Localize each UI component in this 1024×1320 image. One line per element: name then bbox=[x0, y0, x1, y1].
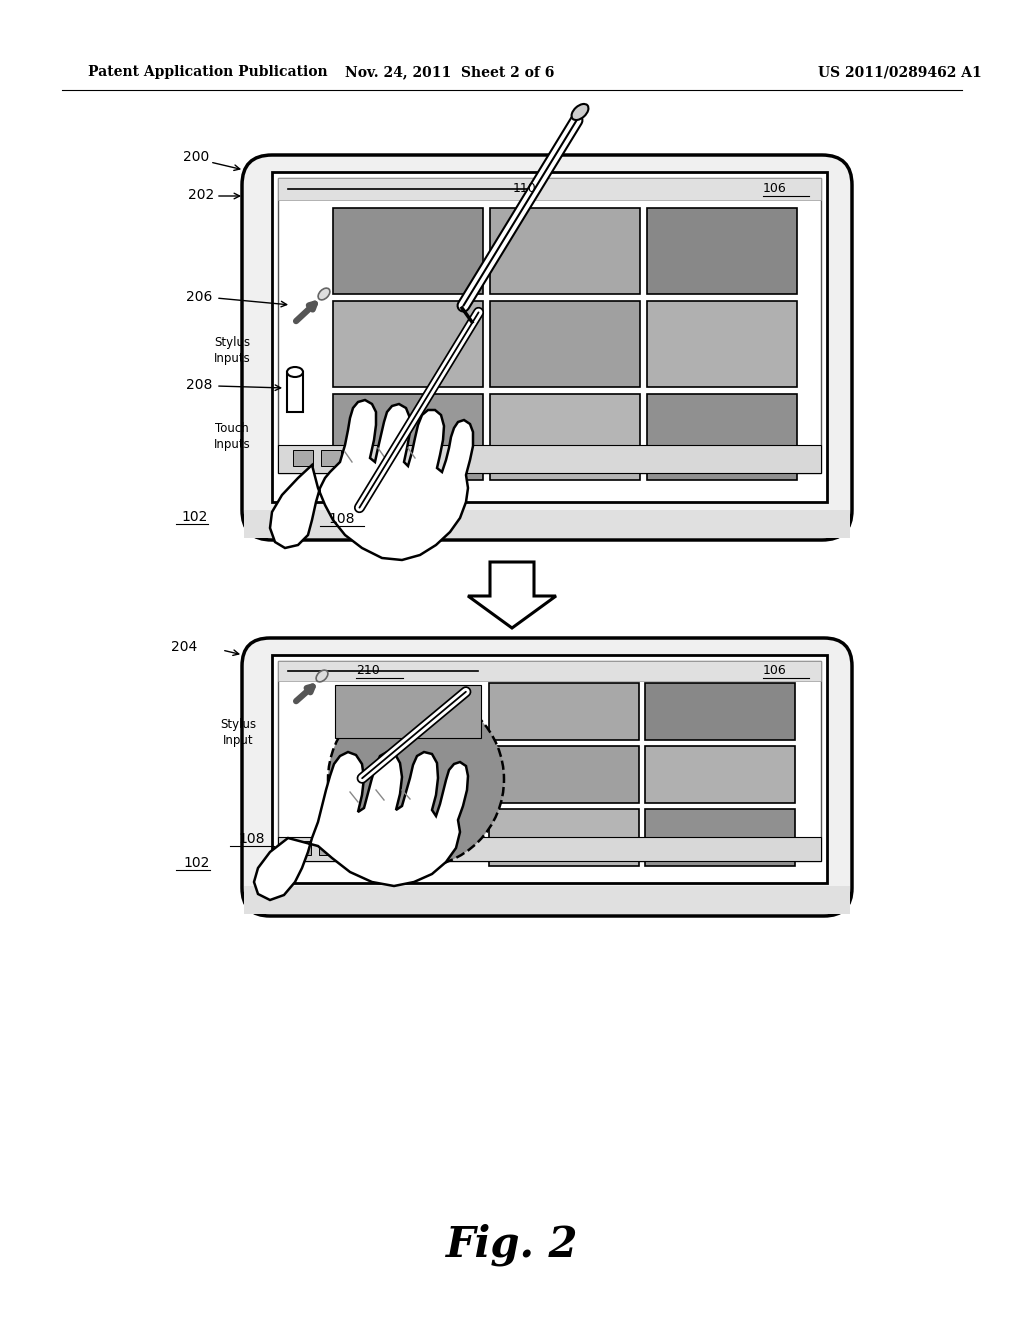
Bar bbox=[647, 393, 797, 480]
FancyBboxPatch shape bbox=[242, 638, 852, 916]
Text: Patent Application Publication: Patent Application Publication bbox=[88, 65, 328, 79]
Text: US 2011/0289462 A1: US 2011/0289462 A1 bbox=[818, 65, 982, 79]
Bar bbox=[645, 746, 795, 803]
Bar bbox=[490, 393, 640, 480]
Text: 102: 102 bbox=[181, 510, 208, 524]
Bar bbox=[490, 209, 640, 294]
Text: Nov. 24, 2011  Sheet 2 of 6: Nov. 24, 2011 Sheet 2 of 6 bbox=[345, 65, 555, 79]
Polygon shape bbox=[270, 400, 473, 560]
Bar bbox=[278, 837, 821, 861]
Bar bbox=[333, 209, 483, 294]
Text: Inputs: Inputs bbox=[214, 438, 251, 451]
Bar bbox=[489, 809, 639, 866]
Bar bbox=[490, 301, 640, 387]
Bar bbox=[333, 393, 483, 480]
Text: 102: 102 bbox=[183, 855, 210, 870]
Bar bbox=[272, 172, 827, 502]
Bar bbox=[645, 809, 795, 866]
Bar bbox=[345, 841, 362, 855]
Ellipse shape bbox=[316, 671, 328, 682]
Text: 208: 208 bbox=[185, 378, 212, 392]
Bar bbox=[272, 655, 827, 883]
Bar bbox=[321, 450, 341, 466]
Polygon shape bbox=[254, 752, 468, 900]
Bar bbox=[293, 841, 311, 855]
Text: Fig. 2: Fig. 2 bbox=[445, 1224, 579, 1266]
Bar bbox=[647, 301, 797, 387]
Text: 106: 106 bbox=[763, 182, 786, 195]
Bar bbox=[645, 682, 795, 741]
Bar bbox=[278, 661, 821, 681]
Bar bbox=[335, 685, 481, 738]
Bar bbox=[349, 450, 369, 466]
Bar bbox=[244, 886, 850, 913]
Bar bbox=[278, 178, 821, 201]
Ellipse shape bbox=[287, 367, 303, 378]
Text: 204: 204 bbox=[171, 640, 197, 653]
Text: 108: 108 bbox=[239, 832, 265, 846]
Bar bbox=[244, 510, 850, 539]
Bar bbox=[489, 746, 639, 803]
Bar bbox=[278, 178, 821, 473]
Bar bbox=[278, 445, 821, 473]
Ellipse shape bbox=[571, 104, 589, 120]
Text: 200: 200 bbox=[183, 150, 209, 164]
Bar bbox=[278, 661, 821, 861]
Text: Touch: Touch bbox=[215, 422, 249, 436]
Text: 108: 108 bbox=[329, 512, 355, 525]
Text: Input: Input bbox=[222, 734, 253, 747]
Bar bbox=[319, 841, 337, 855]
Text: Stylus: Stylus bbox=[214, 337, 250, 348]
Bar bbox=[647, 209, 797, 294]
Text: 110: 110 bbox=[513, 182, 537, 195]
Text: 210: 210 bbox=[356, 664, 380, 677]
Bar bbox=[293, 450, 313, 466]
Text: Stylus: Stylus bbox=[220, 718, 256, 731]
Text: Inputs: Inputs bbox=[214, 352, 251, 366]
Circle shape bbox=[328, 692, 504, 867]
Ellipse shape bbox=[318, 288, 330, 300]
Bar bbox=[489, 682, 639, 741]
Text: 206: 206 bbox=[185, 290, 212, 304]
Bar bbox=[287, 372, 303, 412]
Text: 106: 106 bbox=[763, 664, 786, 677]
Bar bbox=[333, 301, 483, 387]
Polygon shape bbox=[468, 562, 556, 628]
Text: 202: 202 bbox=[188, 187, 214, 202]
FancyBboxPatch shape bbox=[242, 154, 852, 540]
